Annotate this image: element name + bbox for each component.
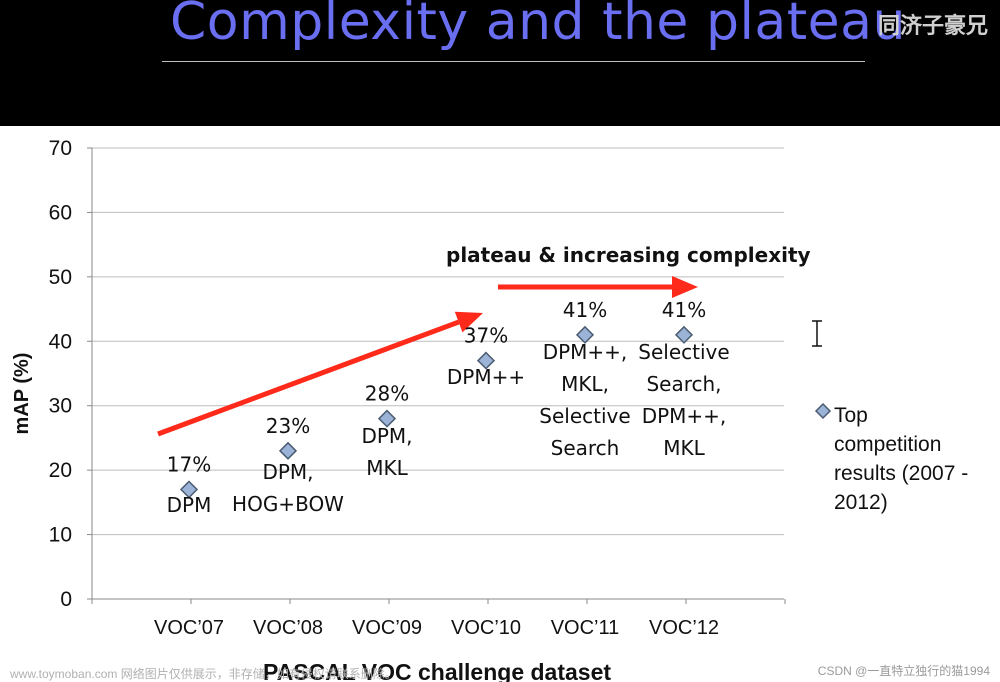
x-tick-label: VOC’12 xyxy=(649,617,719,639)
title-underline xyxy=(162,61,865,62)
x-tick-label: VOC’11 xyxy=(551,617,620,639)
x-tick-label: VOC’08 xyxy=(253,617,323,639)
method-label: Selective xyxy=(539,404,630,428)
x-tick-label: VOC’10 xyxy=(451,617,521,639)
method-label: Search xyxy=(551,436,620,460)
y-tick-label: 10 xyxy=(49,524,72,547)
legend-marker xyxy=(814,402,832,420)
y-tick-label: 60 xyxy=(49,201,72,224)
method-label: MKL, xyxy=(561,372,609,396)
method-label: DPM++, xyxy=(543,340,628,364)
plateau-arrow-head xyxy=(672,276,698,298)
growth-arrow-shaft xyxy=(157,319,460,437)
data-point xyxy=(575,325,595,344)
data-value-label: 28% xyxy=(365,382,409,406)
slide-title: Complexity and the plateau xyxy=(170,0,906,52)
data-point xyxy=(476,351,496,370)
method-label: Search, xyxy=(646,372,721,396)
method-label: DPM++, xyxy=(642,404,727,428)
data-point xyxy=(674,325,694,344)
y-tick-label: 70 xyxy=(49,137,72,160)
y-tick-label: 50 xyxy=(49,266,72,289)
method-label: Selective xyxy=(638,340,729,364)
x-tick-label: VOC’09 xyxy=(352,617,422,639)
x-axis-label: PASCAL VOC challenge dataset xyxy=(263,659,611,682)
data-value-label: 37% xyxy=(464,324,508,348)
method-label: DPM, xyxy=(361,424,412,448)
legend-label: competition xyxy=(834,433,941,456)
method-label: DPM xyxy=(167,493,212,517)
data-value-label: 17% xyxy=(167,452,211,476)
method-label: DPM, xyxy=(262,460,313,484)
x-tick-label: VOC’07 xyxy=(154,617,224,639)
chart-panel xyxy=(0,126,1000,682)
watermark-left: www.toymoban.com 网络图片仅供展示，非存储，如有侵权请联系删除。 xyxy=(10,667,397,681)
data-value-label: 41% xyxy=(662,298,706,322)
y-tick-label: 30 xyxy=(49,395,72,418)
method-label: MKL xyxy=(663,436,705,460)
growth-arrow-head xyxy=(454,311,483,333)
data-value-label: 41% xyxy=(563,298,607,322)
watermark-right: CSDN @一直特立独行的猫1994 xyxy=(817,664,990,678)
method-label: HOG+BOW xyxy=(232,492,344,516)
legend-label: 2012) xyxy=(834,491,888,514)
data-point xyxy=(278,441,298,460)
legend-label: Top xyxy=(834,404,868,427)
y-axis-label: mAP (%) xyxy=(11,353,33,435)
method-label: DPM++ xyxy=(447,365,525,389)
method-label: MKL xyxy=(366,456,408,480)
y-tick-label: 0 xyxy=(60,588,72,611)
y-tick-label: 20 xyxy=(49,459,72,482)
plateau-annotation: plateau & increasing complexity xyxy=(446,243,811,267)
data-point xyxy=(377,409,397,428)
y-tick-label: 40 xyxy=(49,330,72,353)
legend-label: results (2007 - xyxy=(834,462,968,485)
corner-text: 同济子豪兄 xyxy=(878,13,989,38)
data-value-label: 23% xyxy=(266,414,310,438)
data-point xyxy=(179,480,199,499)
slide-header: Complexity and the plateau 同济子豪兄 xyxy=(0,0,1000,126)
